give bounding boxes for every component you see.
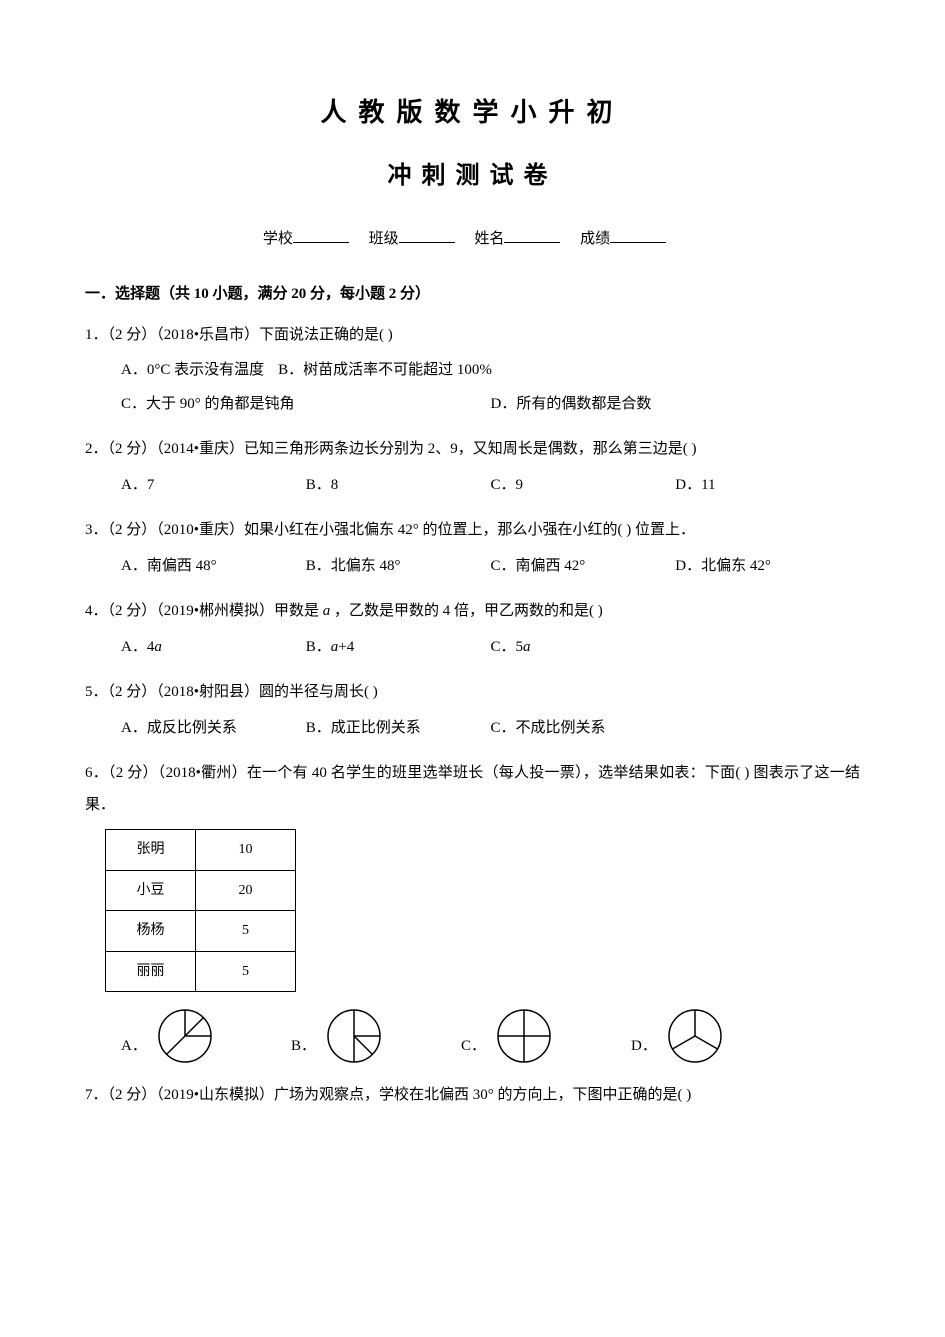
table-row: 张明 10 bbox=[106, 830, 296, 870]
q1-choice-d: D．所有的偶数都是合数 bbox=[491, 389, 861, 421]
table-row: 杨杨 5 bbox=[106, 911, 296, 951]
info-line: 学校 班级 姓名 成绩 bbox=[85, 226, 860, 253]
cell: 小豆 bbox=[106, 870, 196, 910]
q4-c-pre: C．5 bbox=[491, 639, 524, 655]
q1-choice-a: A．0°C 表示没有温度 bbox=[121, 355, 264, 387]
cell: 20 bbox=[196, 870, 296, 910]
q6-vote-table: 张明 10 小豆 20 杨杨 5 丽丽 5 bbox=[105, 829, 296, 992]
q2-choice-c: C．9 bbox=[491, 470, 676, 502]
q3-choice-a: A．南偏西 48° bbox=[121, 551, 306, 583]
question-3: 3．（2 分）（2010•重庆）如果小红在小强北偏东 42° 的位置上，那么小强… bbox=[85, 515, 860, 582]
pie-chart-c-icon bbox=[494, 1006, 554, 1066]
school-label: 学校 bbox=[263, 231, 293, 247]
q6-choice-b-label: B． bbox=[291, 1031, 316, 1067]
class-label: 班级 bbox=[369, 231, 399, 247]
q5-choice-a: A．成反比例关系 bbox=[121, 713, 306, 745]
q4-choice-a: A．4a bbox=[121, 632, 306, 664]
q6-stem: 6．（2 分）（2018•衢州）在一个有 40 名学生的班里选举班长（每人投一票… bbox=[85, 758, 860, 821]
q3-choice-c: C．南偏西 42° bbox=[491, 551, 676, 583]
q4-stem: 4．（2 分）（2019•郴州模拟）甲数是 a ，乙数是甲数的 4 倍，甲乙两数… bbox=[85, 596, 860, 628]
q6-choice-a: A． bbox=[121, 1006, 291, 1066]
name-blank bbox=[504, 242, 560, 243]
q4-b-post: +4 bbox=[338, 639, 354, 655]
section-1-heading: 一．选择题（共 10 小题，满分 20 分，每小题 2 分） bbox=[85, 281, 860, 308]
question-1: 1．（2 分）（2018•乐昌市）下面说法正确的是( ) A．0°C 表示没有温… bbox=[85, 320, 860, 421]
q6-choice-d: D． bbox=[631, 1006, 801, 1066]
q4-a-var: a bbox=[154, 639, 162, 655]
q2-choice-b: B．8 bbox=[306, 470, 491, 502]
cell: 10 bbox=[196, 830, 296, 870]
q5-choice-b: B．成正比例关系 bbox=[306, 713, 491, 745]
q1-stem: 1．（2 分）（2018•乐昌市）下面说法正确的是( ) bbox=[85, 320, 860, 352]
q2-stem: 2．（2 分）（2014•重庆）已知三角形两条边长分别为 2、9，又知周长是偶数… bbox=[85, 434, 860, 466]
cell: 丽丽 bbox=[106, 951, 196, 991]
table-row: 丽丽 5 bbox=[106, 951, 296, 991]
cell: 5 bbox=[196, 911, 296, 951]
question-4: 4．（2 分）（2019•郴州模拟）甲数是 a ，乙数是甲数的 4 倍，甲乙两数… bbox=[85, 596, 860, 663]
q3-choice-d: D．北偏东 42° bbox=[675, 551, 860, 583]
q3-choice-b: B．北偏东 48° bbox=[306, 551, 491, 583]
question-7: 7．（2 分）（2019•山东模拟）广场为观察点，学校在北偏西 30° 的方向上… bbox=[85, 1080, 860, 1112]
q5-choice-c: C．不成比例关系 bbox=[491, 713, 676, 745]
q3-stem: 3．（2 分）（2010•重庆）如果小红在小强北偏东 42° 的位置上，那么小强… bbox=[85, 515, 860, 547]
q4-choice-b: B．a+4 bbox=[306, 632, 491, 664]
question-5: 5．（2 分）（2018•射阳县）圆的半径与周长( ) A．成反比例关系 B．成… bbox=[85, 677, 860, 744]
q4-c-var: a bbox=[523, 639, 531, 655]
question-2: 2．（2 分）（2014•重庆）已知三角形两条边长分别为 2、9，又知周长是偶数… bbox=[85, 434, 860, 501]
class-blank bbox=[399, 242, 455, 243]
score-blank bbox=[610, 242, 666, 243]
q6-choice-c-label: C． bbox=[461, 1031, 486, 1067]
sub-title: 冲刺测试卷 bbox=[85, 155, 860, 198]
name-label: 姓名 bbox=[474, 231, 504, 247]
table-row: 小豆 20 bbox=[106, 870, 296, 910]
cell: 杨杨 bbox=[106, 911, 196, 951]
pie-chart-d-icon bbox=[665, 1006, 725, 1066]
q4-stem-post: ，乙数是甲数的 4 倍，甲乙两数的和是( ) bbox=[330, 603, 603, 619]
cell: 张明 bbox=[106, 830, 196, 870]
q4-choice-c: C．5a bbox=[491, 632, 676, 664]
q2-choice-d: D．11 bbox=[675, 470, 860, 502]
q7-stem: 7．（2 分）（2019•山东模拟）广场为观察点，学校在北偏西 30° 的方向上… bbox=[85, 1080, 860, 1112]
cell: 5 bbox=[196, 951, 296, 991]
q4-b-pre: B． bbox=[306, 639, 331, 655]
q4-stem-pre: 4．（2 分）（2019•郴州模拟）甲数是 bbox=[85, 603, 323, 619]
score-label: 成绩 bbox=[580, 231, 610, 247]
q1-choice-b: B．树苗成活率不可能超过 100% bbox=[278, 355, 492, 387]
pie-chart-b-icon bbox=[324, 1006, 384, 1066]
q6-choice-a-label: A． bbox=[121, 1031, 147, 1067]
q2-choice-a: A．7 bbox=[121, 470, 306, 502]
q6-choice-b: B． bbox=[291, 1006, 461, 1066]
pie-chart-a-icon bbox=[155, 1006, 215, 1066]
q4-a-pre: A．4 bbox=[121, 639, 154, 655]
q6-pie-row: A． B． C． bbox=[85, 1006, 860, 1066]
q6-choice-d-label: D． bbox=[631, 1031, 657, 1067]
school-blank bbox=[293, 242, 349, 243]
q1-choice-c: C．大于 90° 的角都是钝角 bbox=[121, 389, 491, 421]
question-6: 6．（2 分）（2018•衢州）在一个有 40 名学生的班里选举班长（每人投一票… bbox=[85, 758, 860, 1066]
q6-choice-c: C． bbox=[461, 1006, 631, 1066]
main-title: 人教版数学小升初 bbox=[85, 90, 860, 137]
q5-stem: 5．（2 分）（2018•射阳县）圆的半径与周长( ) bbox=[85, 677, 860, 709]
